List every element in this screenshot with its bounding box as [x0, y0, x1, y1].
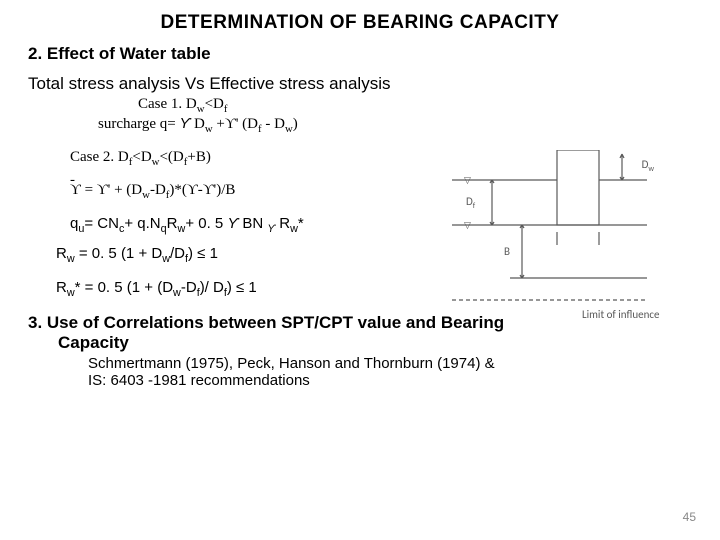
t: D	[466, 195, 473, 208]
s: w	[67, 253, 75, 265]
t: <D	[132, 149, 151, 165]
t: + q.N	[124, 215, 160, 232]
label-df: Df	[466, 195, 475, 211]
t: IS: 6403 -1981 recommendations	[88, 372, 310, 389]
t: -D	[181, 279, 197, 296]
s: w	[205, 123, 213, 135]
t: ) ≤ 1	[227, 279, 257, 296]
t: R	[167, 215, 178, 232]
svg-text:▽: ▽	[464, 220, 471, 230]
t: Schmertmann (1975), Peck, Hanson and Tho…	[88, 355, 495, 372]
svg-text:▽: ▽	[464, 175, 471, 185]
label-b: B	[504, 245, 510, 258]
gamma-bar: ϒ	[70, 182, 81, 199]
t: )/ D	[200, 279, 224, 296]
t: = 0. 5 (1 + D	[75, 245, 163, 262]
s: w	[162, 253, 170, 265]
subtitle: Total stress analysis Vs Effective stres…	[28, 74, 692, 94]
t: * = 0. 5 (1 + (D	[75, 279, 173, 296]
s: w	[142, 189, 150, 201]
references: Schmertmann (1975), Peck, Hanson and Tho…	[88, 355, 692, 389]
t: +B)	[187, 149, 210, 165]
s: w	[173, 287, 181, 299]
s: f	[224, 103, 228, 115]
g: ϒ	[227, 215, 238, 232]
t: = CN	[84, 215, 119, 232]
s: w	[67, 287, 75, 299]
t: <(D	[159, 149, 183, 165]
s: f	[473, 201, 475, 211]
t: R	[56, 279, 67, 296]
slide: { "title":"DETERMINATION OF BEARING CAPA…	[0, 0, 720, 540]
t: *	[298, 215, 304, 232]
section-2-heading: 2. Effect of Water table	[28, 44, 692, 64]
s: w	[197, 103, 205, 115]
t: ϒ' (D	[225, 116, 258, 132]
s: w	[648, 164, 654, 174]
g: ϒ	[267, 223, 275, 235]
t: surcharge q=	[98, 116, 180, 132]
t: - D	[262, 116, 285, 132]
t: ) ≤ 1	[188, 245, 218, 262]
t: )	[293, 116, 298, 132]
s: w	[290, 223, 298, 235]
label-limit: Limit of influence	[582, 308, 660, 321]
case-1: Case 1. Dw<Df	[138, 96, 692, 115]
t: -D	[150, 182, 166, 198]
gamma: ϒ	[180, 115, 191, 132]
page-number: 45	[683, 510, 696, 524]
t: Case 2. D	[70, 149, 129, 165]
t: Case 1. D	[138, 96, 197, 112]
bearing-diagram: ▽ ▽ Dw Df B	[452, 150, 682, 340]
t: Capacity	[58, 333, 129, 352]
t: BN	[238, 215, 267, 232]
t: +	[213, 116, 225, 132]
t: 3. Use of Correlations between SPT/CPT v…	[28, 313, 504, 332]
s: w	[285, 123, 293, 135]
page-title: DETERMINATION OF BEARING CAPACITY	[28, 12, 692, 34]
t: = ϒ' + (D	[81, 182, 142, 198]
t: )*(ϒ-ϒ')/B	[169, 182, 235, 198]
t: R	[275, 215, 290, 232]
t: + 0. 5	[185, 215, 227, 232]
t: D	[190, 116, 205, 132]
t: R	[56, 245, 67, 262]
t: /D	[170, 245, 185, 262]
t: <D	[205, 96, 224, 112]
surcharge: surcharge q= ϒ Dw +ϒ' (Df - Dw)	[98, 115, 692, 135]
label-dw: Dw	[642, 158, 654, 174]
